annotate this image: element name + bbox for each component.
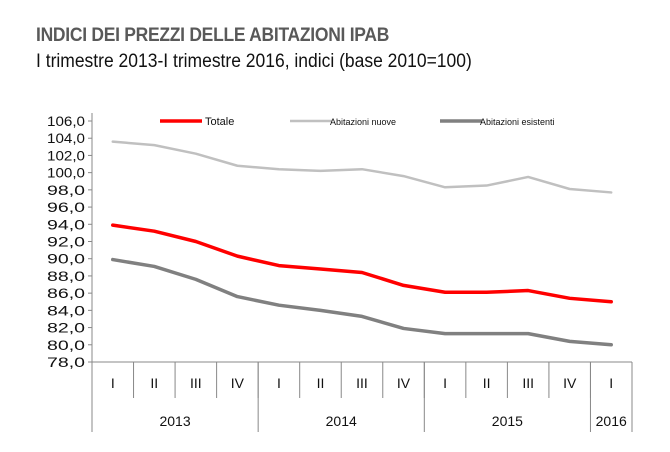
x-tick-label: IV [563, 375, 577, 391]
legend-label-0: Totale [205, 116, 234, 128]
x-tick-label: III [190, 375, 202, 391]
y-tick-label: 86,0 [47, 285, 85, 301]
year-label: 2015 [492, 413, 523, 429]
y-tick-label: 88,0 [47, 268, 85, 284]
y-tick-label: 100,0 [47, 165, 85, 181]
x-tick-label: II [483, 375, 491, 391]
legend-label-1: Abitazioni nuove [330, 117, 396, 127]
y-tick-label: 80,0 [47, 337, 85, 353]
chart-title: INDICI DEI PREZZI DELLE ABITAZIONI IPAB [36, 25, 390, 46]
y-tick-label: 94,0 [47, 216, 85, 232]
x-tick-label: III [356, 375, 368, 391]
x-tick-label: I [443, 375, 447, 391]
x-tick-label: I [277, 375, 281, 391]
x-tick-label: I [609, 375, 613, 391]
x-tick-label: II [150, 375, 158, 391]
chart-subtitle: I trimestre 2013-I trimestre 2016, indic… [36, 51, 472, 72]
y-tick-label: 96,0 [47, 199, 85, 215]
y-tick-label: 84,0 [47, 302, 85, 318]
y-tick-label: 106,0 [47, 113, 85, 129]
y-tick-label: 98,0 [47, 182, 85, 198]
year-label: 2014 [326, 413, 357, 429]
x-tick-label: I [111, 375, 115, 391]
x-tick-label: IV [397, 375, 411, 391]
y-tick-label: 102,0 [47, 147, 85, 163]
y-tick-label: 92,0 [47, 234, 85, 250]
x-tick-label: II [317, 375, 325, 391]
x-tick-label: III [522, 375, 534, 391]
legend-label-2: Abitazioni esistenti [480, 117, 555, 127]
y-tick-label: 82,0 [47, 320, 85, 336]
x-tick-label: IV [231, 375, 245, 391]
series-line-1 [111, 140, 613, 194]
y-tick-label: 78,0 [47, 354, 85, 370]
y-tick-label: 104,0 [47, 130, 85, 146]
series-line-0 [111, 223, 613, 304]
y-tick-label: 90,0 [47, 251, 85, 267]
year-label: 2016 [596, 413, 627, 429]
year-label: 2013 [159, 413, 190, 429]
